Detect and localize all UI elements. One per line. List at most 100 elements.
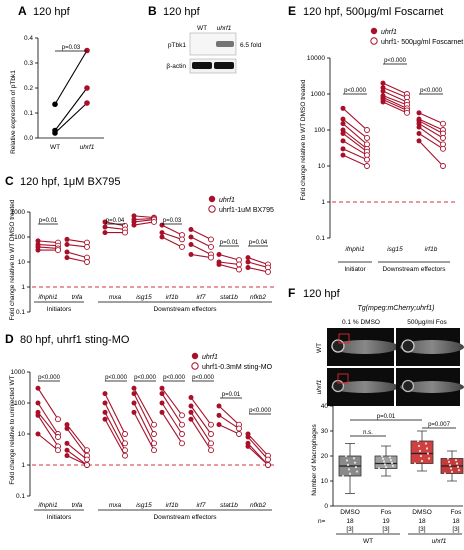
paired-line	[66, 257, 88, 263]
point-untreated	[102, 409, 108, 415]
paired-line	[382, 96, 408, 109]
point-untreated	[102, 224, 108, 230]
panel-f-subtitle: Tg(mpeg:mCherry;uhrf1)	[357, 305, 434, 312]
data-point	[354, 466, 358, 469]
point-treated	[440, 120, 446, 127]
point-untreated	[416, 130, 422, 136]
point-untreated	[340, 121, 346, 127]
legend-label-uhrf1: uhrf1	[202, 354, 218, 361]
panel-f-xlabel: Fos	[381, 509, 393, 516]
point-untreated	[340, 146, 346, 152]
point-untreated	[159, 234, 165, 240]
point-treated	[84, 259, 90, 265]
group-label-wt: WT	[363, 538, 373, 545]
gene-label: mxa	[109, 502, 122, 509]
point-untreated	[245, 434, 251, 440]
data-point	[352, 457, 356, 460]
panel-b-letter: B	[148, 4, 157, 18]
data-point	[416, 439, 420, 443]
y-tick-label: 0.2	[24, 85, 33, 92]
panel-c-gene-labels: ifnphi1 tnfa mxa isg15 irf1b irf7 stat1b nfkb2	[38, 294, 266, 301]
point-untreated	[340, 138, 346, 144]
paired-line	[54, 87, 88, 131]
point-untreated	[131, 409, 137, 415]
paired-line	[382, 99, 408, 111]
group-label-initiator: Initiator	[344, 266, 366, 273]
point-untreated	[245, 259, 251, 265]
point-untreated	[159, 230, 165, 236]
point-treated	[84, 447, 90, 454]
panel-c-ylabel: Fold change relative to WT DMSO treated	[9, 199, 16, 320]
y-tick-label: 1	[21, 462, 25, 469]
data-point	[424, 442, 428, 445]
point-untreated	[188, 234, 194, 240]
paired-line	[218, 405, 240, 426]
paired-line	[382, 101, 408, 114]
data-point	[417, 444, 421, 448]
point-treated	[151, 431, 157, 437]
data-point	[380, 454, 384, 458]
y-tick-label: 100	[314, 127, 325, 134]
point-treated	[265, 462, 271, 468]
pval: p=0.01	[220, 240, 239, 246]
point-treated	[208, 254, 214, 261]
point-treated	[179, 421, 185, 428]
panel-d-gene-labels: ifnphi1 tnfa mxa isg15 irf1b irf7 stat1b nfkb2	[38, 502, 266, 509]
gene-label: ifnphi1	[38, 294, 58, 301]
point-treated	[55, 447, 61, 454]
paired-line	[66, 449, 88, 466]
paired-line	[218, 253, 240, 261]
point-untreated	[131, 400, 137, 406]
paired-line	[382, 90, 408, 103]
point-untreated	[64, 447, 70, 453]
paired-line	[133, 393, 155, 435]
panel-e-ylabel: Fold change relative to WT DMSO treated	[300, 79, 307, 200]
point-untreated	[245, 265, 251, 271]
ptbk1-band	[216, 41, 234, 47]
group-label-initiators: Initiators	[47, 306, 72, 313]
paired-line	[342, 129, 368, 150]
paired-line	[342, 148, 368, 161]
point-uhrf1	[84, 100, 90, 106]
data-point	[384, 466, 388, 469]
data-point	[425, 447, 429, 450]
point-untreated	[188, 226, 194, 232]
data-point	[420, 459, 424, 463]
gene-label: ifnphi1	[38, 502, 58, 509]
pval: p=0.007	[428, 422, 451, 428]
point-untreated	[35, 431, 41, 437]
paired-line	[54, 102, 88, 134]
point-untreated	[188, 242, 194, 248]
western-blot-ptbk1	[189, 32, 237, 56]
paired-line	[190, 412, 212, 444]
paired-line	[37, 243, 59, 247]
paired-line	[161, 236, 183, 248]
paired-line	[133, 402, 155, 444]
group-label-effectors: Downstream effectors	[153, 306, 217, 313]
point-untreated	[340, 127, 346, 133]
data-point	[449, 467, 453, 470]
point-untreated	[159, 409, 165, 415]
data-point	[381, 457, 385, 460]
point-uhrf1	[84, 47, 90, 54]
group-label-effectors: Downstream effectors	[153, 514, 217, 521]
paired-line	[342, 107, 368, 131]
point-treated	[440, 135, 446, 141]
paired-line	[218, 414, 240, 429]
point-untreated	[340, 130, 346, 136]
gene-label: nfkb2	[250, 294, 266, 301]
paired-line	[342, 140, 368, 156]
panel-f-ylabel: Number of Macrophages	[311, 423, 318, 495]
paired-line	[133, 387, 155, 425]
panel-f-n-label: n=	[318, 518, 326, 525]
gene-label: tnfa	[72, 502, 83, 509]
point-untreated	[64, 255, 70, 261]
point-treated	[84, 456, 90, 463]
legend-marker-treated	[191, 362, 199, 370]
gene-label: isg15	[136, 502, 152, 509]
data-point	[413, 462, 417, 465]
point-untreated	[102, 391, 108, 397]
paired-line	[342, 133, 368, 153]
point-untreated	[416, 138, 422, 144]
panel-f-xlabel: Fos	[451, 509, 463, 516]
